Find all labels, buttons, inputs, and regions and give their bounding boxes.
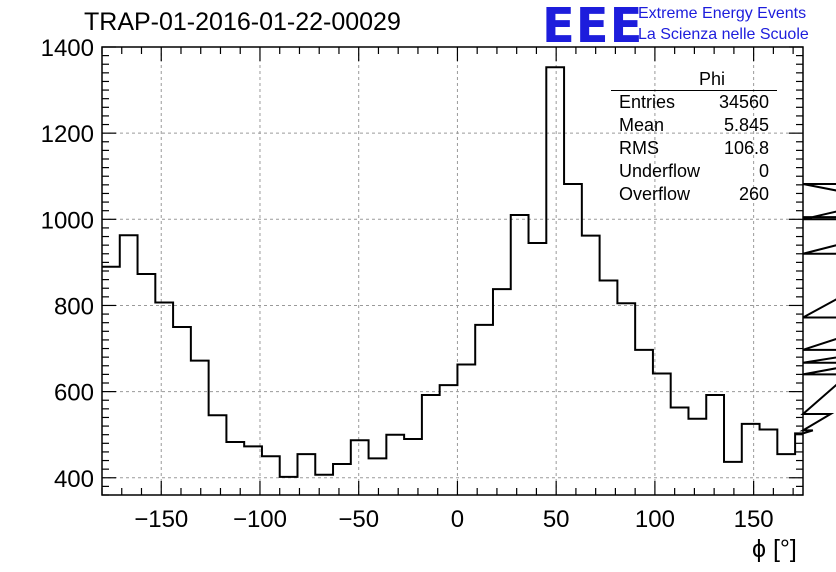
y-tick-label: 400	[54, 466, 94, 493]
histogram-bin	[760, 430, 778, 495]
stats-value: 0	[758, 161, 769, 181]
histogram-bin	[529, 243, 547, 495]
stats-label: RMS	[619, 138, 659, 158]
histogram-bin	[351, 440, 369, 495]
histogram-bin	[244, 446, 262, 495]
stats-row-entries: Entries 34560	[611, 91, 777, 114]
histogram-bin	[475, 325, 493, 495]
stats-label: Entries	[619, 92, 676, 112]
histogram-bin	[422, 395, 440, 495]
histogram-bin	[226, 442, 244, 495]
x-tick-label: 150	[734, 506, 774, 533]
histogram-bin	[297, 454, 315, 495]
x-tick-label: −150	[134, 506, 188, 533]
histogram-bin	[724, 462, 742, 495]
histogram-bin	[742, 424, 760, 495]
histogram-outline	[102, 66, 836, 478]
histogram-bin	[333, 464, 351, 495]
histogram-bin	[671, 408, 689, 495]
y-tick-label: 1200	[41, 121, 94, 148]
histogram-bin	[173, 327, 191, 495]
histogram-bin	[369, 458, 387, 495]
histogram-bin	[457, 364, 475, 495]
y-tick-label: 600	[54, 380, 94, 407]
logo-line-1: Extreme Energy Events	[638, 5, 807, 22]
histogram-bin	[688, 419, 706, 495]
logo-line-2: La Scienza nelle Scuole	[638, 26, 809, 43]
stats-row-rms: RMS 106.8	[611, 137, 777, 160]
chart-title: TRAP-01-2016-01-22-00029	[84, 8, 401, 36]
stats-value: 106.8	[723, 138, 769, 158]
stats-title: Phi	[611, 68, 777, 91]
histogram-bin	[280, 477, 298, 495]
histogram-bin	[191, 361, 209, 495]
histogram-bin	[706, 395, 724, 495]
histogram-bin	[493, 289, 511, 495]
histogram-bin	[635, 350, 653, 495]
histogram-bin	[440, 385, 458, 495]
y-tick-label: 1000	[41, 207, 94, 234]
x-tick-label: −100	[233, 506, 287, 533]
x-tick-label: 0	[451, 506, 464, 533]
stats-box: Phi Entries 34560 Mean 5.845 RMS 106.8 U…	[611, 68, 777, 206]
histogram-bin	[582, 236, 600, 495]
stats-label: Mean	[619, 115, 665, 135]
histogram-bin	[511, 215, 529, 495]
histogram-bin	[777, 454, 795, 495]
x-tick-label: 50	[543, 506, 570, 533]
x-axis-label: ϕ [°]	[752, 535, 797, 563]
histogram-bin	[653, 374, 671, 495]
stats-value: 260	[738, 184, 769, 204]
histogram-bin	[120, 235, 138, 495]
histogram-bin	[600, 280, 618, 495]
stats-value: 34560	[718, 92, 769, 112]
x-tick-label: −50	[338, 506, 379, 533]
stats-label: Underflow	[619, 161, 701, 181]
histogram-bin	[564, 184, 582, 495]
histogram-bin	[617, 303, 635, 495]
histogram-bin	[546, 67, 564, 495]
x-tick-label: 100	[635, 506, 675, 533]
eee-logo: EEE	[542, 0, 644, 54]
histogram-bin	[795, 433, 803, 495]
histogram-bin	[138, 274, 156, 495]
stats-row-mean: Mean 5.845	[611, 114, 777, 137]
histogram-bin	[209, 415, 227, 495]
histogram-bin	[404, 439, 422, 495]
stats-row-underflow: Underflow 0	[611, 160, 777, 183]
histogram-bin	[262, 456, 280, 495]
y-tick-label: 800	[54, 293, 94, 320]
stats-label: Overflow	[619, 184, 691, 204]
histogram-bin	[386, 435, 404, 495]
histogram-bin	[315, 475, 333, 495]
stats-row-overflow: Overflow 260	[611, 183, 777, 206]
y-tick-label: 1400	[41, 35, 94, 62]
stats-value: 5.845	[723, 115, 769, 135]
histogram-bin	[155, 302, 173, 495]
